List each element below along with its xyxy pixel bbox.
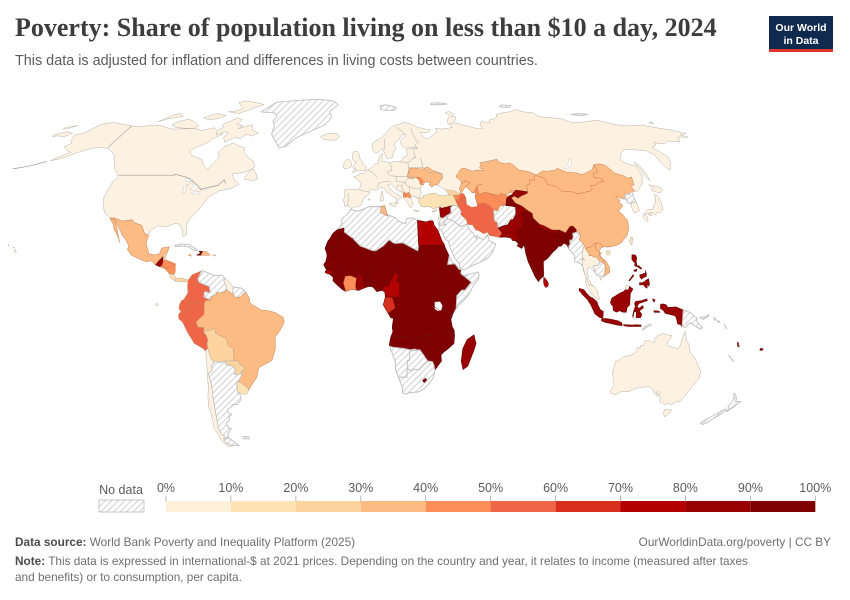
svg-text:0%: 0%: [157, 481, 175, 495]
svg-text:60%: 60%: [543, 481, 568, 495]
svg-text:90%: 90%: [738, 481, 763, 495]
svg-text:100%: 100%: [799, 481, 831, 495]
svg-text:70%: 70%: [608, 481, 633, 495]
svg-text:40%: 40%: [413, 481, 438, 495]
svg-text:20%: 20%: [283, 481, 308, 495]
svg-text:10%: 10%: [218, 481, 243, 495]
svg-text:50%: 50%: [478, 481, 503, 495]
svg-text:No data: No data: [99, 483, 143, 497]
svg-text:30%: 30%: [348, 481, 373, 495]
svg-text:80%: 80%: [673, 481, 698, 495]
